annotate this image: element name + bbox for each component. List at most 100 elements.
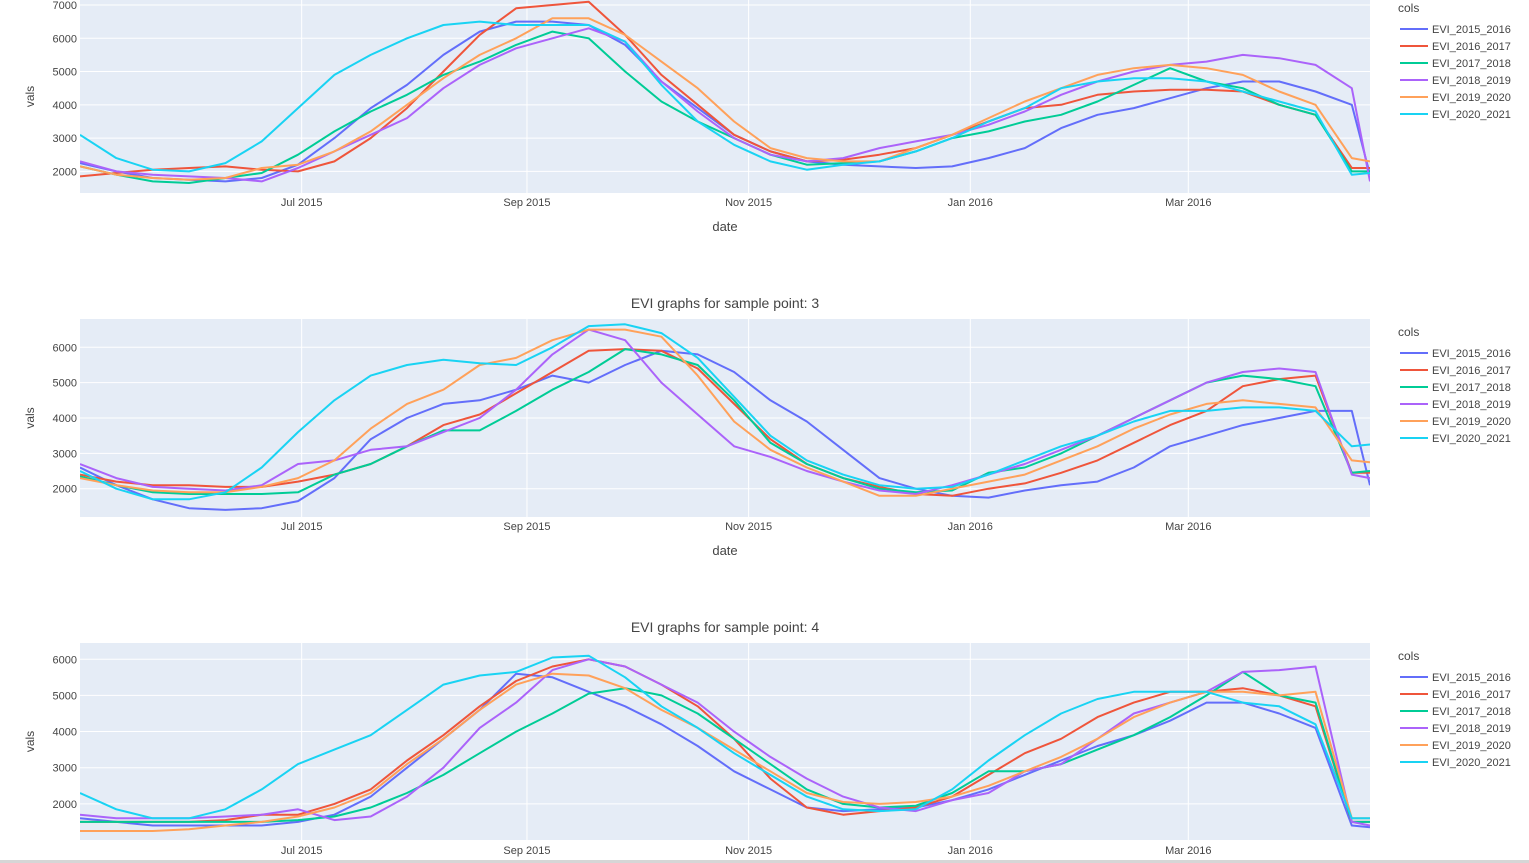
legend-label: EVI_2020_2021 [1432,757,1511,769]
legend[interactable]: cols EVI_2015_2016 EVI_2016_2017 EVI_2017_2… [1398,325,1511,445]
x-axis-title: date [712,219,737,234]
y-tick-label: 4000 [53,727,77,739]
series-line-EVI_2017_2018 [80,670,1370,823]
y-tick-label: 3000 [53,133,77,145]
plot-background [80,0,1370,193]
legend-label: EVI_2018_2019 [1432,723,1511,735]
chart-3: 2000 3000 4000 5000 6000 Jul 2015 Sep 2015 Nov … [23,619,1511,857]
legend-label: EVI_2017_2018 [1432,706,1511,718]
series-lines [80,0,1370,184]
series-line-EVI_2019_2020 [80,17,1370,181]
x-tick-label: Nov 2015 [725,845,772,857]
bottom-divider [0,860,1529,863]
series-line-EVI_2015_2016 [80,349,1370,511]
legend-item[interactable]: EVI_2018_2019 [1400,399,1511,411]
series-line-EVI_2015_2016 [80,672,1370,829]
y-tick-label: 6000 [53,33,77,45]
y-tick-label: 3000 [53,763,77,775]
y-tick-label: 5000 [53,690,77,702]
x-axis-title: date [712,543,737,558]
legend-item[interactable]: EVI_2016_2017 [1400,689,1511,701]
x-tick-label: Sep 2015 [503,197,550,209]
legend-label: EVI_2018_2019 [1432,399,1511,411]
y-axis-title: vals [23,731,37,752]
legend-label: EVI_2019_2020 [1432,740,1511,752]
legend-item[interactable]: EVI_2016_2017 [1400,41,1511,53]
y-tick-label: 4000 [53,100,77,112]
series-line-EVI_2020_2021 [80,20,1370,176]
chart-1: 2000 3000 4000 5000 6000 7000 Jul 2015 Sep 2015… [23,0,1511,234]
y-tick-label: 4000 [53,413,77,425]
x-tick-label: Sep 2015 [503,521,550,533]
legend-label: EVI_2015_2016 [1432,672,1511,684]
legend-item[interactable]: EVI_2018_2019 [1400,75,1511,87]
legend-item[interactable]: EVI_2020_2021 [1400,109,1511,121]
x-tick-label: Jan 2016 [948,521,993,533]
x-tick-label: Nov 2015 [725,521,772,533]
legend-item[interactable]: EVI_2017_2018 [1400,382,1511,394]
legend-item[interactable]: EVI_2019_2020 [1400,92,1511,104]
legend[interactable]: cols EVI_2015_2016 EVI_2016_2017 EVI_2017_2… [1398,1,1511,121]
y-axis-title: vals [23,407,37,428]
legend-item[interactable]: EVI_2020_2021 [1400,757,1511,769]
plot-background [80,643,1370,840]
y-tick-label: 2000 [53,484,77,496]
legend-item[interactable]: EVI_2017_2018 [1400,706,1511,718]
legend-item[interactable]: EVI_2018_2019 [1400,723,1511,735]
legend-title: cols [1398,1,1419,15]
chart-title: EVI graphs for sample point: 4 [631,619,820,635]
x-tick-label: Jan 2016 [948,845,993,857]
y-axis-title: vals [23,86,37,107]
legend-label: EVI_2020_2021 [1432,109,1511,121]
legend-item[interactable]: EVI_2015_2016 [1400,672,1511,684]
legend-title: cols [1398,649,1419,663]
series-lines [80,323,1370,511]
legend[interactable]: cols EVI_2015_2016 EVI_2016_2017 EVI_2017_2… [1398,649,1511,769]
legend-item[interactable]: EVI_2020_2021 [1400,433,1511,445]
series-lines [80,654,1370,832]
legend-item[interactable]: EVI_2016_2017 [1400,365,1511,377]
y-tick-label: 6000 [53,342,77,354]
legend-item[interactable]: EVI_2019_2020 [1400,740,1511,752]
legend-title: cols [1398,325,1419,339]
y-tick-label: 3000 [53,448,77,460]
y-tick-label: 2000 [53,799,77,811]
legend-label: EVI_2017_2018 [1432,382,1511,394]
chart-2: 2000 3000 4000 5000 6000 Jul 2015 Sep 2015 Nov … [23,295,1511,558]
series-line-EVI_2020_2021 [80,654,1370,820]
x-tick-label: Jul 2015 [281,197,323,209]
legend-label: EVI_2018_2019 [1432,75,1511,87]
legend-item[interactable]: EVI_2015_2016 [1400,24,1511,36]
legend-label: EVI_2020_2021 [1432,433,1511,445]
legend-item[interactable]: EVI_2017_2018 [1400,58,1511,70]
x-tick-label: Jul 2015 [281,845,323,857]
x-tick-label: Mar 2016 [1165,845,1211,857]
legend-label: EVI_2019_2020 [1432,92,1511,104]
x-tick-label: Sep 2015 [503,845,550,857]
legend-item[interactable]: EVI_2019_2020 [1400,416,1511,428]
legend-item[interactable]: EVI_2015_2016 [1400,348,1511,360]
y-tick-label: 6000 [53,654,77,666]
x-tick-label: Nov 2015 [725,197,772,209]
x-tick-label: Mar 2016 [1165,521,1211,533]
legend-label: EVI_2017_2018 [1432,58,1511,70]
x-tick-label: Mar 2016 [1165,197,1211,209]
x-tick-label: Jul 2015 [281,521,323,533]
legend-label: EVI_2015_2016 [1432,24,1511,36]
legend-label: EVI_2016_2017 [1432,41,1511,53]
chart-title: EVI graphs for sample point: 3 [631,295,820,311]
legend-label: EVI_2016_2017 [1432,689,1511,701]
series-line-EVI_2016_2017 [80,0,1370,178]
series-line-EVI_2020_2021 [80,323,1370,501]
y-tick-label: 2000 [53,166,77,178]
series-line-EVI_2019_2020 [80,672,1370,832]
series-line-EVI_2019_2020 [80,328,1370,497]
series-line-EVI_2018_2019 [80,328,1370,495]
legend-label: EVI_2015_2016 [1432,348,1511,360]
legend-label: EVI_2016_2017 [1432,365,1511,377]
y-tick-label: 5000 [53,378,77,390]
x-tick-label: Jan 2016 [948,197,993,209]
series-line-EVI_2016_2017 [80,348,1370,497]
